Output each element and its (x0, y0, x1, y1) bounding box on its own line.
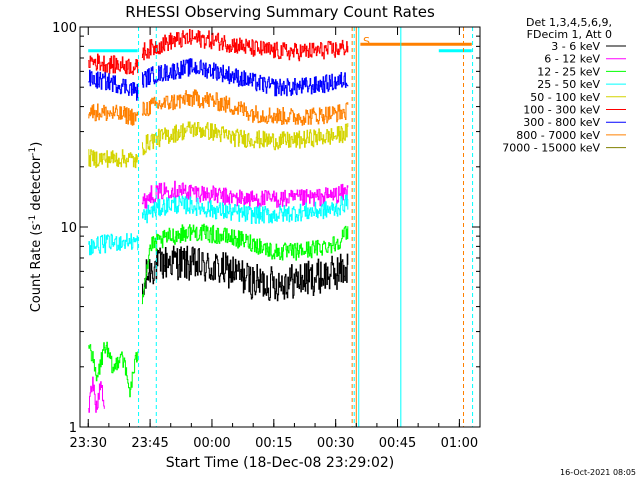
x-tick-label: 23:30 (70, 436, 107, 451)
x-tick-label: 01:00 (441, 436, 478, 451)
legend-label: 3 - 6 keV (551, 40, 600, 53)
legend-label: 7000 - 15000 keV (502, 142, 600, 155)
series-line-4-1 (141, 121, 349, 156)
series-line-5-0 (88, 53, 139, 75)
x-tick-label: 00:00 (193, 436, 230, 451)
series-line-4-0 (88, 149, 139, 169)
s-marker-label: S (363, 35, 370, 48)
legend: Det 1,3,4,5,6,9,FDecim 1, Att 03 - 6 keV… (502, 16, 626, 155)
legend-label: 50 - 100 keV (530, 91, 600, 104)
legend-label: 100 - 300 keV (523, 104, 600, 117)
series-line-1-1 (141, 180, 349, 209)
series-group (88, 29, 472, 413)
series-line-2-1 (141, 223, 349, 305)
series-line-3-0 (88, 233, 139, 256)
series-line-6-0 (88, 69, 139, 101)
plot-frame (79, 26, 481, 428)
series-line-7-0 (88, 103, 139, 126)
series-line-5-1 (141, 29, 349, 62)
y-tick-label: 1 (69, 421, 77, 436)
y-tick-label: 100 (52, 21, 77, 36)
series-line-1-0 (88, 376, 105, 413)
legend-label: 12 - 25 keV (537, 65, 600, 78)
legend-label: 6 - 12 keV (544, 53, 600, 66)
legend-label: 25 - 50 keV (537, 78, 600, 91)
series-line-7-1 (141, 89, 349, 126)
series-line-2-0 (88, 341, 139, 398)
legend-label: 300 - 800 keV (523, 116, 600, 129)
x-axis-label: Start Time (18-Dec-08 23:29:02) (166, 455, 394, 471)
series-line-6-1 (141, 58, 349, 97)
footer-date: 16-Oct-2021 08:05 (560, 468, 636, 477)
legend-header: Det 1,3,4,5,6,9, (526, 16, 612, 29)
legend-label: 800 - 7000 keV (516, 129, 600, 142)
x-tick-label: 00:30 (317, 436, 354, 451)
x-tick-label: 00:45 (379, 436, 416, 451)
y-tick-label: 10 (60, 221, 77, 236)
legend-header: FDecim 1, Att 0 (527, 28, 612, 41)
series-line-3-1 (141, 194, 349, 224)
series-line-0-0 (141, 245, 349, 302)
x-tick-label: 00:15 (255, 436, 292, 451)
chart-title: RHESSI Observing Summary Count Rates (125, 3, 435, 21)
x-tick-label: 23:45 (131, 436, 168, 451)
y-axis-label: Count Rate (s-1 detector-1) (28, 142, 44, 313)
